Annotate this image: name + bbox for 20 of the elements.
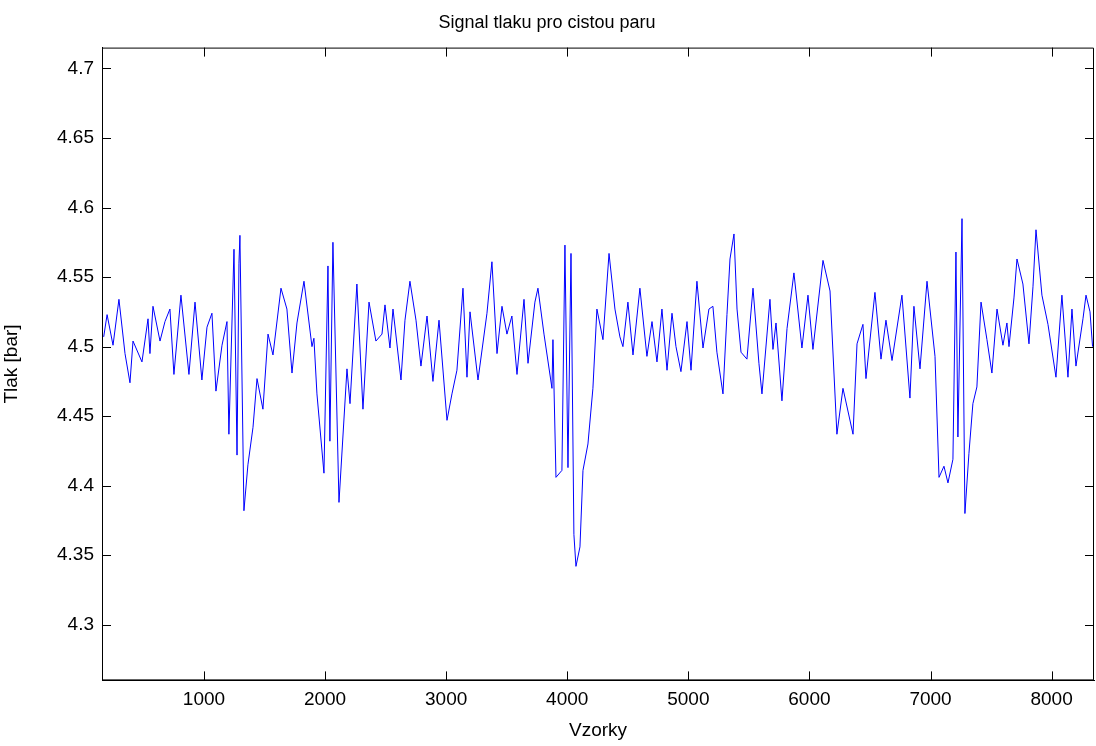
x-tick-label: 6000 bbox=[788, 688, 831, 710]
y-tick-label: 4.55 bbox=[57, 265, 94, 287]
y-tick-label: 4.4 bbox=[67, 473, 95, 495]
y-tick-label: 4.6 bbox=[67, 195, 94, 217]
y-tick-label: 4.7 bbox=[67, 56, 94, 78]
y-tick-label: 4.65 bbox=[57, 126, 94, 148]
chart-title: Signal tlaku pro cistou paru bbox=[438, 11, 656, 32]
y-tick-label: 4.5 bbox=[67, 334, 94, 356]
x-tick-label: 3000 bbox=[425, 688, 468, 710]
x-tick-label: 4000 bbox=[546, 688, 589, 710]
x-tick-label: 7000 bbox=[909, 688, 952, 710]
x-tick-label: 1000 bbox=[182, 688, 226, 710]
y-tick-label: 4.3 bbox=[67, 613, 94, 634]
x-tick-label: 8000 bbox=[1030, 688, 1073, 710]
y-axis-title: Tlak [bar] bbox=[0, 324, 21, 404]
y-tick-label: 4.45 bbox=[57, 404, 94, 426]
x-axis-title: Vzorky bbox=[568, 718, 628, 740]
x-tick-label: 5000 bbox=[667, 688, 710, 710]
x-tick-label: 2000 bbox=[303, 688, 347, 710]
y-tick-label: 4.35 bbox=[57, 543, 94, 565]
